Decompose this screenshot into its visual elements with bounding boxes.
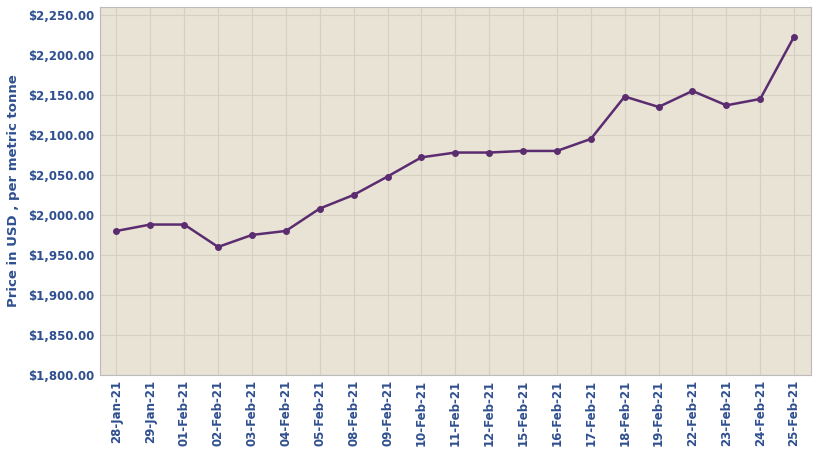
Y-axis label: Price in USD , per metric tonne: Price in USD , per metric tonne xyxy=(7,75,20,307)
